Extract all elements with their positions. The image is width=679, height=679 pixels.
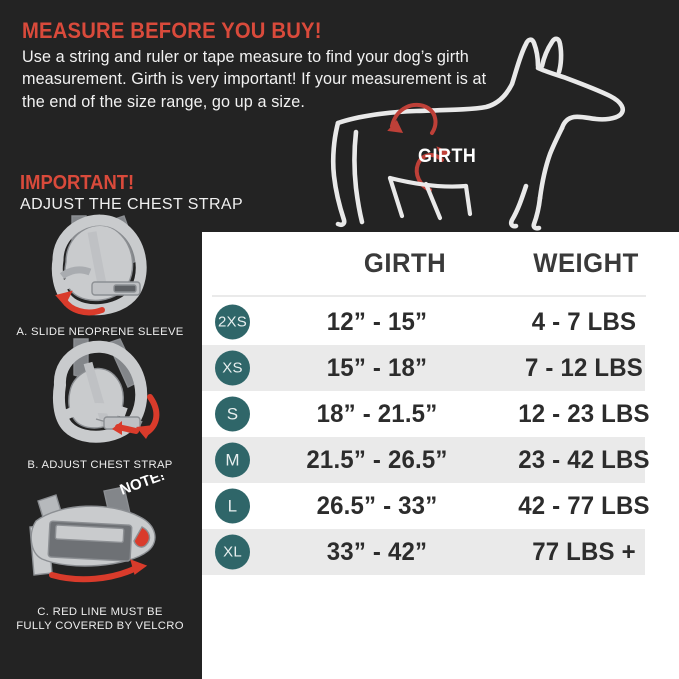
harness-step-b: B. ADJUST CHEST STRAP (0, 335, 200, 472)
table-row: S 18” - 21.5” 12 - 23 LBS (202, 391, 650, 437)
intro-body-text: Use a string and ruler or tape measure t… (22, 48, 487, 111)
size-chart-table: GIRTH WEIGHT 2XS 12” - 15” 4 - 7 LBS XS 15” … (202, 232, 679, 679)
harness-slide-sleeve-icon (51, 214, 147, 316)
harness-instruction-column: A. SLIDE NEOPRENE SLEEVE B. ADJUST CHEST… (0, 210, 200, 679)
column-header-weight: WEIGHT (533, 248, 639, 278)
important-subhead: ADJUST THE CHEST STRAP (20, 196, 244, 213)
important-headline: IMPORTANT! (20, 172, 135, 194)
harness-step-c: NOTE! C. RED LINE MUST BE FULLY COVERED … (0, 467, 200, 633)
size-badge: 2XS (215, 304, 250, 340)
table-row: L 26.5” - 33” 42 - 77 LBS (202, 483, 650, 529)
table-body: 2XS 12” - 15” 4 - 7 LBS XS 15” - 18” 7 - 12 L… (202, 299, 679, 575)
harness-adjust-strap-icon (53, 338, 160, 443)
dog-silhouette-svg (330, 36, 625, 231)
cell-weight: 42 - 77 LBS (518, 491, 650, 520)
cell-weight: 12 - 23 LBS (518, 399, 650, 428)
table-row: M 21.5” - 26.5” 23 - 42 LBS (202, 437, 650, 483)
cell-girth: 26.5” - 33” (316, 491, 438, 520)
girth-label: GIRTH (418, 146, 477, 167)
size-badge: S (215, 396, 250, 432)
cell-weight: 4 - 7 LBS (531, 307, 637, 336)
table-row: XL 33” - 42” 77 LBS + (202, 529, 645, 575)
cell-girth: 15” - 18” (326, 353, 428, 382)
table-header-row: GIRTH WEIGHT (202, 232, 679, 297)
dog-illustration (330, 8, 679, 233)
girth-arrowheads (387, 120, 452, 158)
harness-velcro-icon: NOTE! (29, 467, 168, 583)
cell-girth: 18” - 21.5” (316, 399, 438, 428)
harness-step-a-caption: A. SLIDE NEOPRENE SLEEVE (16, 326, 184, 338)
harness-step-b-caption: B. ADJUST CHEST STRAP (27, 459, 173, 471)
harness-step-c-caption: C. RED LINE MUST BE FULLY COVERED BY VEL… (16, 606, 184, 632)
cell-girth: 21.5” - 26.5” (306, 445, 448, 474)
cell-weight: 77 LBS + (532, 537, 636, 566)
size-badge: XL (215, 534, 250, 570)
cell-weight: 23 - 42 LBS (518, 445, 650, 474)
table-row: XS 15” - 18” 7 - 12 LBS (202, 345, 645, 391)
column-header-girth: GIRTH (363, 248, 447, 278)
size-badge: L (215, 488, 250, 524)
page-headline: MEASURE BEFORE YOU BUY! (22, 18, 322, 43)
note-badge-text: NOTE! (118, 475, 168, 499)
cell-girth: 33” - 42” (326, 537, 428, 566)
size-badge: M (215, 442, 250, 478)
cell-weight: 7 - 12 LBS (525, 353, 643, 382)
header-divider (212, 295, 646, 297)
cell-girth: 12” - 15” (326, 307, 428, 336)
size-badge: XS (215, 350, 250, 386)
harness-step-a: A. SLIDE NEOPRENE SLEEVE (0, 210, 200, 339)
table-row: 2XS 12” - 15” 4 - 7 LBS (202, 299, 645, 345)
